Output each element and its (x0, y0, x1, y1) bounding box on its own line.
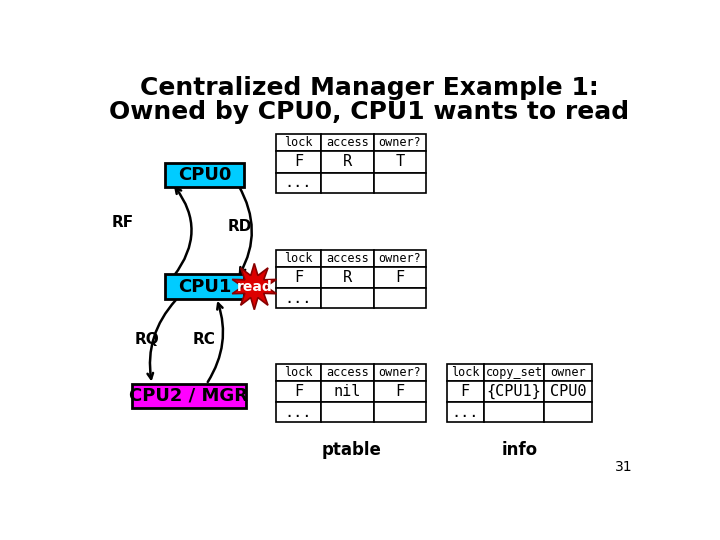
Text: RQ: RQ (135, 332, 160, 347)
Text: copy_set: copy_set (485, 366, 542, 379)
Text: F: F (461, 384, 469, 399)
Text: T: T (395, 154, 405, 170)
Bar (321, 363, 374, 381)
Text: CPU0: CPU0 (178, 166, 231, 184)
Text: lock: lock (451, 366, 480, 379)
Text: F: F (294, 270, 303, 285)
Text: {CPU1}: {CPU1} (487, 384, 541, 399)
Text: CPU0: CPU0 (550, 384, 586, 399)
Text: ...: ... (451, 404, 479, 420)
Bar (374, 288, 426, 308)
Bar (374, 363, 426, 381)
Text: ptable: ptable (321, 441, 381, 459)
Polygon shape (232, 264, 276, 309)
Text: 31: 31 (615, 460, 632, 474)
Text: R: R (343, 270, 352, 285)
Bar (321, 288, 374, 308)
Text: access: access (326, 252, 369, 265)
Bar (446, 402, 484, 422)
Bar (321, 402, 374, 422)
Bar (374, 151, 426, 173)
Text: info: info (501, 441, 537, 459)
Text: RC: RC (193, 332, 216, 347)
Text: F: F (395, 270, 405, 285)
FancyBboxPatch shape (165, 163, 244, 187)
Bar (321, 267, 374, 288)
Text: lock: lock (284, 136, 312, 149)
Bar (484, 381, 544, 402)
Text: owner?: owner? (379, 366, 421, 379)
Text: Owned by CPU0, CPU1 wants to read: Owned by CPU0, CPU1 wants to read (109, 100, 629, 124)
Bar (276, 363, 321, 381)
Bar (544, 381, 593, 402)
Bar (484, 402, 544, 422)
Text: F: F (294, 384, 303, 399)
Text: R: R (343, 154, 352, 170)
Text: F: F (294, 154, 303, 170)
Bar (321, 134, 374, 151)
Bar (446, 381, 484, 402)
Bar (276, 402, 321, 422)
Bar (321, 381, 374, 402)
FancyBboxPatch shape (165, 274, 244, 299)
Text: ...: ... (285, 404, 312, 420)
Bar (446, 363, 484, 381)
Bar (544, 363, 593, 381)
Bar (276, 267, 321, 288)
Bar (276, 173, 321, 193)
Text: lock: lock (284, 366, 312, 379)
Bar (374, 402, 426, 422)
Bar (374, 249, 426, 267)
Bar (321, 249, 374, 267)
Bar (374, 381, 426, 402)
Text: RD: RD (228, 219, 252, 234)
Text: lock: lock (284, 252, 312, 265)
Text: F: F (395, 384, 405, 399)
Bar (374, 134, 426, 151)
Text: ...: ... (285, 175, 312, 190)
Bar (321, 173, 374, 193)
Bar (484, 363, 544, 381)
Text: owner?: owner? (379, 136, 421, 149)
Bar (276, 381, 321, 402)
Text: RF: RF (112, 215, 134, 230)
Text: nil: nil (333, 384, 361, 399)
Text: access: access (326, 366, 369, 379)
Bar (374, 173, 426, 193)
Bar (321, 151, 374, 173)
Text: owner?: owner? (379, 252, 421, 265)
Bar (374, 267, 426, 288)
Bar (276, 288, 321, 308)
Bar (544, 402, 593, 422)
Bar (276, 134, 321, 151)
Text: Centralized Manager Example 1:: Centralized Manager Example 1: (140, 76, 598, 100)
Text: CPU1: CPU1 (178, 278, 231, 295)
Text: ...: ... (285, 291, 312, 306)
Bar (276, 151, 321, 173)
Bar (276, 249, 321, 267)
FancyBboxPatch shape (132, 383, 246, 408)
Text: read: read (236, 280, 272, 294)
Text: access: access (326, 136, 369, 149)
Text: owner: owner (550, 366, 586, 379)
Text: CPU2 / MGR: CPU2 / MGR (130, 387, 248, 405)
